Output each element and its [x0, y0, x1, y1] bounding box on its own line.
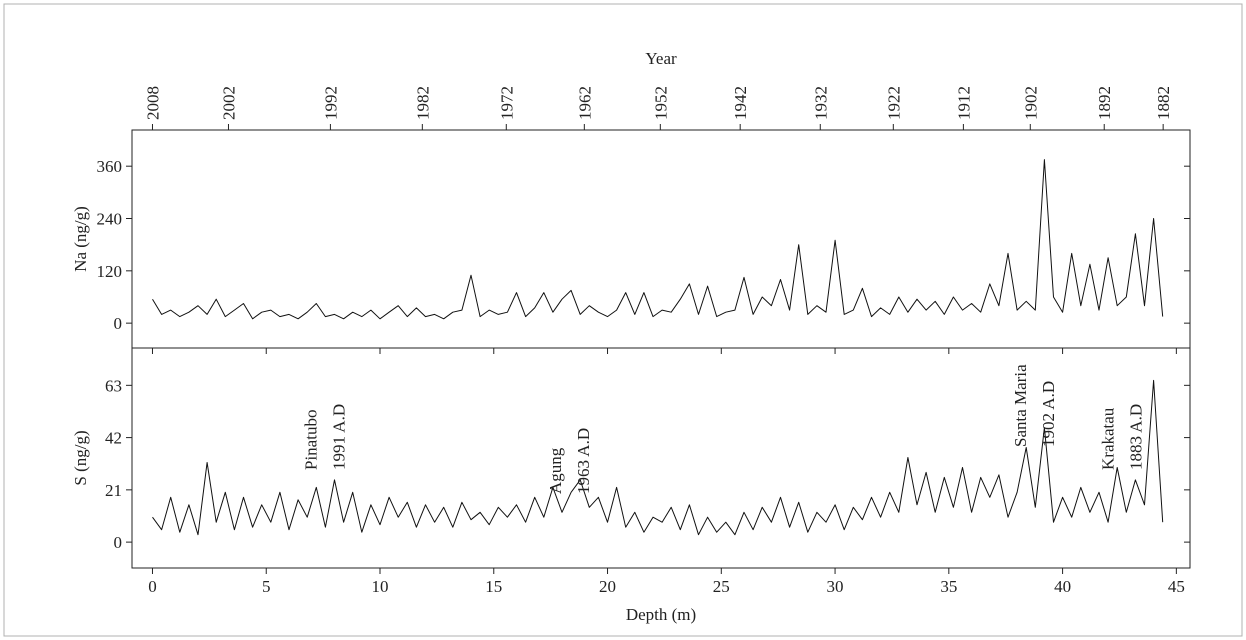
- x2-tick-label: 1942: [731, 86, 750, 120]
- annotation: 1991 A.D: [329, 404, 348, 470]
- annotation: Agung: [546, 447, 565, 494]
- data-line: [152, 379, 1164, 536]
- y-axis-label: S (ng/g): [71, 430, 90, 485]
- x-axis-label: Depth (m): [626, 605, 696, 624]
- y-tick-label: 63: [105, 376, 122, 395]
- data-line: [152, 159, 1164, 320]
- y-tick-label: 21: [105, 481, 122, 500]
- x-tick-label: 25: [713, 577, 730, 596]
- x-tick-label: 45: [1168, 577, 1185, 596]
- frame: [3, 3, 1243, 637]
- x2-tick-label: 1982: [413, 86, 432, 120]
- x-tick-label: 0: [148, 577, 157, 596]
- x2-tick-label: 1932: [811, 86, 830, 120]
- y-tick-label: 240: [97, 210, 123, 229]
- annotation: 1883 A.D: [1127, 404, 1146, 470]
- annotation: 1902 A.D: [1039, 381, 1058, 447]
- y-tick-label: 42: [105, 429, 122, 448]
- x2-tick-label: 1882: [1154, 86, 1173, 120]
- x2-tick-label: 1892: [1095, 86, 1114, 120]
- y-axis-label: Na (ng/g): [71, 206, 90, 272]
- x-tick-label: 35: [940, 577, 957, 596]
- annotation: Krakatau: [1099, 407, 1118, 470]
- annotation: Pinatubo: [301, 410, 320, 470]
- y-tick-label: 360: [97, 157, 123, 176]
- x-tick-label: 5: [262, 577, 271, 596]
- x-tick-label: 30: [827, 577, 844, 596]
- x2-tick-label: 1992: [321, 86, 340, 120]
- x2-tick-label: 1952: [651, 86, 670, 120]
- x2-axis-label: Year: [645, 49, 677, 68]
- y-tick-label: 0: [114, 314, 123, 333]
- y-tick-label: 0: [114, 533, 123, 552]
- x-tick-label: 15: [485, 577, 502, 596]
- x2-tick-label: 1902: [1021, 86, 1040, 120]
- annotation: Santa Maria: [1011, 364, 1030, 447]
- x2-tick-label: 1912: [954, 86, 973, 120]
- y-tick-label: 120: [97, 262, 123, 281]
- x-tick-label: 10: [372, 577, 389, 596]
- x2-tick-label: 2002: [219, 86, 238, 120]
- plot-frame: [131, 347, 1191, 569]
- annotation: 1963 A.D: [574, 428, 593, 494]
- x-tick-label: 40: [1054, 577, 1071, 596]
- x2-tick-label: 1922: [884, 86, 903, 120]
- x2-tick-label: 1962: [575, 86, 594, 120]
- x-tick-label: 20: [599, 577, 616, 596]
- x2-tick-label: 1972: [497, 86, 516, 120]
- x2-tick-label: 2008: [143, 86, 162, 120]
